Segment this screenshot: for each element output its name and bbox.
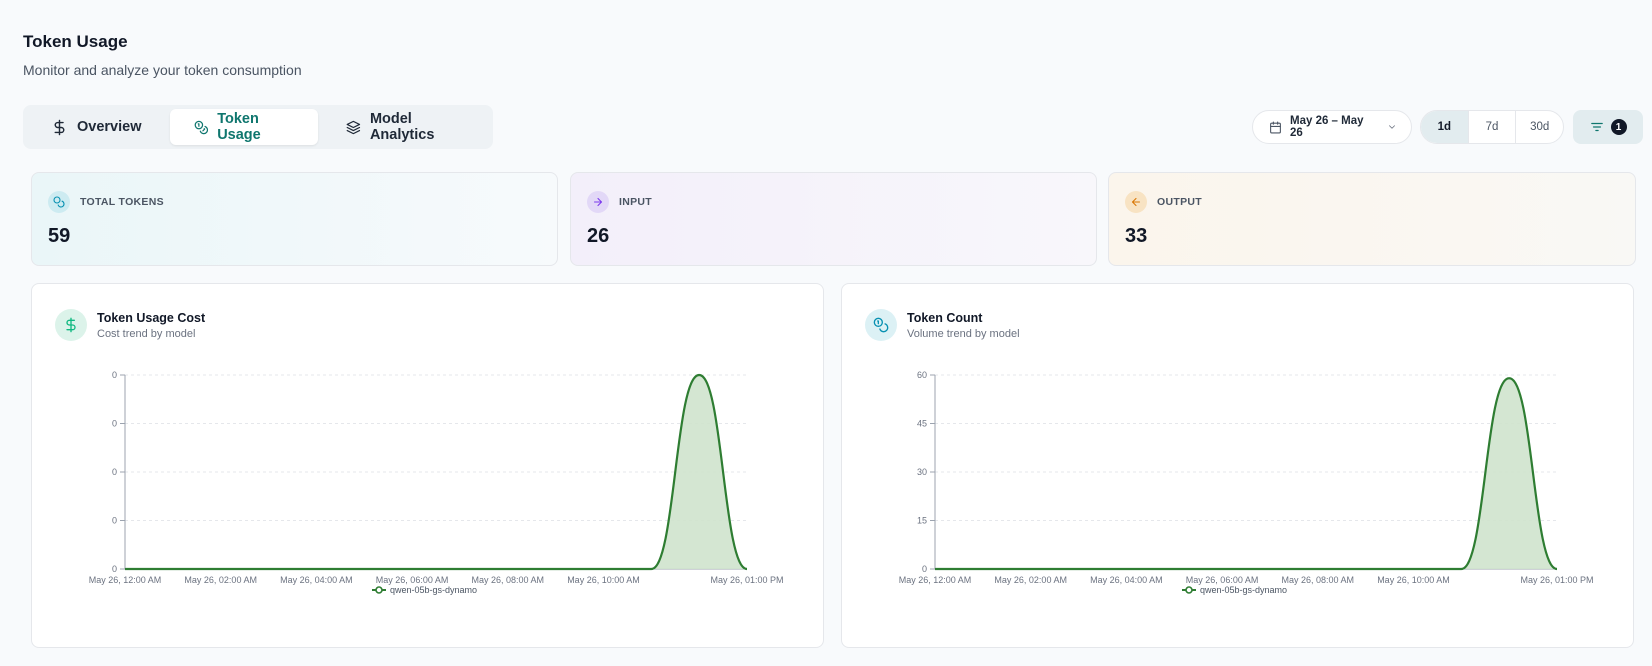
coins-icon	[865, 309, 897, 341]
page-title: Token Usage	[23, 32, 128, 51]
x-tick-label: May 26, 10:00 AM	[1377, 575, 1450, 585]
y-tick-label: 60	[917, 370, 927, 380]
legend-marker-dot	[375, 586, 383, 594]
legend-label: qwen-05b-gs-dynamo	[1200, 585, 1287, 595]
y-tick-label: 30	[917, 467, 927, 477]
calendar-icon	[1270, 121, 1281, 133]
stat-value: 33	[1125, 225, 1148, 247]
chart-subtitle: Cost trend by model	[97, 327, 196, 340]
y-tick-label: 0	[112, 467, 117, 477]
date-range-picker[interactable]: May 26 – May 26	[1252, 110, 1412, 144]
input-tokens-card: INPUT 26	[570, 172, 1097, 266]
y-tick-label: 45	[917, 419, 927, 429]
x-tick-label: May 26, 01:00 PM	[1520, 575, 1593, 585]
legend-label: qwen-05b-gs-dynamo	[390, 585, 477, 595]
filter-button[interactable]: 1	[1573, 110, 1643, 144]
x-tick-label: May 26, 08:00 AM	[471, 575, 544, 585]
x-tick-label: May 26, 04:00 AM	[280, 575, 353, 585]
tab-overview[interactable]: Overview	[27, 109, 166, 145]
x-tick-label: May 26, 10:00 AM	[567, 575, 640, 585]
filter-count-badge: 1	[1610, 119, 1627, 135]
series-area	[125, 375, 747, 569]
stat-label: TOTAL TOKENS	[80, 196, 164, 208]
x-tick-label: May 26, 02:00 AM	[184, 575, 257, 585]
tab-label: Overview	[77, 119, 142, 135]
x-tick-label: May 26, 01:00 PM	[710, 575, 783, 585]
coins-icon	[48, 191, 70, 213]
chart-title: Token Count	[907, 310, 983, 325]
series-line	[125, 373, 748, 571]
chart-title: Token Usage Cost	[97, 310, 206, 325]
x-tick-label: May 26, 08:00 AM	[1281, 575, 1354, 585]
stat-label: OUTPUT	[1157, 196, 1202, 208]
arrow-left-icon	[1125, 191, 1147, 213]
date-range-label: May 26 – May 26	[1290, 115, 1364, 139]
stat-value: 26	[587, 225, 610, 247]
layers-icon	[346, 120, 361, 134]
dollar-icon	[54, 119, 65, 135]
stat-label: INPUT	[619, 196, 652, 208]
range-30d-button[interactable]: 30d	[1515, 111, 1563, 143]
x-tick-label: May 26, 04:00 AM	[1090, 575, 1163, 585]
y-tick-label: 15	[917, 516, 927, 526]
page-subtitle: Monitor and analyze your token consumpti…	[23, 62, 302, 78]
series-line	[935, 377, 1558, 571]
y-tick-label: 0	[112, 516, 117, 526]
y-tick-label: 0	[922, 564, 927, 574]
x-tick-label: May 26, 12:00 AM	[89, 575, 162, 585]
token-count-card: Token Count Volume trend by model 0 15 30 4…	[841, 283, 1634, 648]
dollar-icon	[55, 309, 87, 341]
y-tick-label: 0	[112, 564, 117, 574]
tab-token-usage[interactable]: Token Usage	[169, 109, 319, 145]
tab-bar: Overview Token Usage Model Analytics	[23, 105, 493, 149]
tab-model-analytics[interactable]: Model Analytics	[322, 109, 489, 145]
range-1d-button[interactable]: 1d	[1421, 111, 1468, 143]
tab-label: Token Usage	[217, 111, 261, 143]
arrow-right-icon	[587, 191, 609, 213]
output-tokens-card: OUTPUT 33	[1108, 172, 1636, 266]
legend-marker-dot	[1185, 586, 1193, 594]
total-tokens-card: TOTAL TOKENS 59	[31, 172, 558, 266]
x-tick-label: May 26, 06:00 AM	[1186, 575, 1259, 585]
x-tick-label: May 26, 06:00 AM	[376, 575, 449, 585]
tab-label: Model Analytics	[369, 111, 435, 143]
y-tick-label: 0	[112, 370, 117, 380]
token-count-chart: 0 15 30 45 60 May 26, 12:00 AM May 26, 02:00 A…	[899, 370, 1594, 595]
chevron-down-icon	[1389, 125, 1395, 129]
chart-subtitle: Volume trend by model	[907, 327, 1020, 340]
y-tick-label: 0	[112, 419, 117, 429]
coins-icon	[194, 120, 208, 134]
x-tick-label: May 26, 02:00 AM	[994, 575, 1067, 585]
time-range-selector: 1d 7d 30d	[1420, 110, 1564, 144]
range-7d-button[interactable]: 7d	[1467, 111, 1516, 143]
filter-icon	[1590, 122, 1603, 132]
series-area	[935, 378, 1557, 569]
x-tick-label: May 26, 12:00 AM	[899, 575, 972, 585]
stat-value: 59	[48, 225, 71, 247]
token-usage-cost-card: Token Usage Cost Cost trend by model 0 0 0…	[31, 283, 824, 648]
